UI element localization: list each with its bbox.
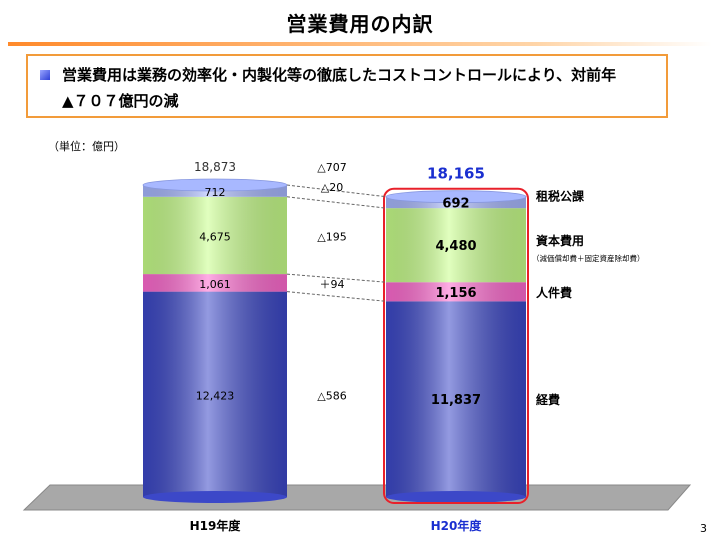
category-label-1: H19年度: [190, 518, 242, 533]
bullet-icon: [40, 70, 50, 80]
bar-base-2: [386, 491, 526, 503]
bar-shade-2-1: [386, 301, 526, 497]
summary-box: 営業費用は業務の効率化・内製化等の徹底したコストコントロールにより、対前年 ▲７…: [26, 54, 668, 118]
data-label-1-2: 1,061: [199, 278, 231, 291]
change-total: △707: [317, 161, 346, 174]
data-label-2-4: 692: [442, 196, 469, 211]
total-label-2: 18,165: [427, 165, 485, 183]
summary-line-2: ▲７０７億円の減: [62, 92, 179, 110]
bar-shade-1-1: [143, 291, 287, 497]
highlight-frame: [383, 187, 529, 504]
data-label-1-4: 712: [205, 186, 226, 199]
series-sublabel-3: （減価償却費＋固定資産除却費）: [532, 253, 645, 263]
bar-shade-1-3: [143, 196, 287, 275]
unit-label: （単位：億円）: [48, 139, 125, 153]
connector-line-1: [286, 291, 387, 302]
change-label-2: △195: [317, 230, 346, 243]
total-label-1: 18,873: [194, 160, 236, 174]
title-underline: [8, 42, 712, 46]
connector-line-4: [286, 184, 387, 198]
bar-cap-2: [385, 190, 527, 204]
bar-base-1: [143, 491, 287, 503]
data-label-2-2: 1,156: [435, 286, 476, 301]
category-label-2: H20年度: [431, 518, 483, 533]
summary-line-1: 営業費用は業務の効率化・内製化等の徹底したコストコントロールにより、対前年: [62, 66, 617, 84]
page-number: 3: [700, 522, 707, 535]
series-name-1: 経費: [536, 392, 560, 407]
data-label-2-1: 11,837: [431, 393, 481, 408]
chart-floor: [22, 484, 692, 511]
data-label-1-3: 4,675: [199, 230, 231, 243]
bar-shade-2-2: [386, 282, 526, 302]
change-label-3: ＋94: [320, 278, 345, 291]
bar-shade-1-2: [143, 274, 287, 292]
data-label-2-3: 4,480: [435, 239, 476, 254]
change-label-4: △586: [317, 389, 346, 402]
page-title: 営業費用の内訳: [286, 12, 434, 36]
data-label-1-1: 12,423: [196, 389, 235, 402]
connector-line-2: [286, 273, 387, 283]
bar-shade-2-3: [386, 208, 526, 283]
series-name-3: 資本費用: [536, 233, 584, 248]
change-label-1: △20: [321, 181, 343, 194]
series-name-2: 人件費: [536, 285, 572, 300]
series-name-4: 租税公課: [536, 189, 585, 204]
connector-line-3: [286, 196, 387, 209]
